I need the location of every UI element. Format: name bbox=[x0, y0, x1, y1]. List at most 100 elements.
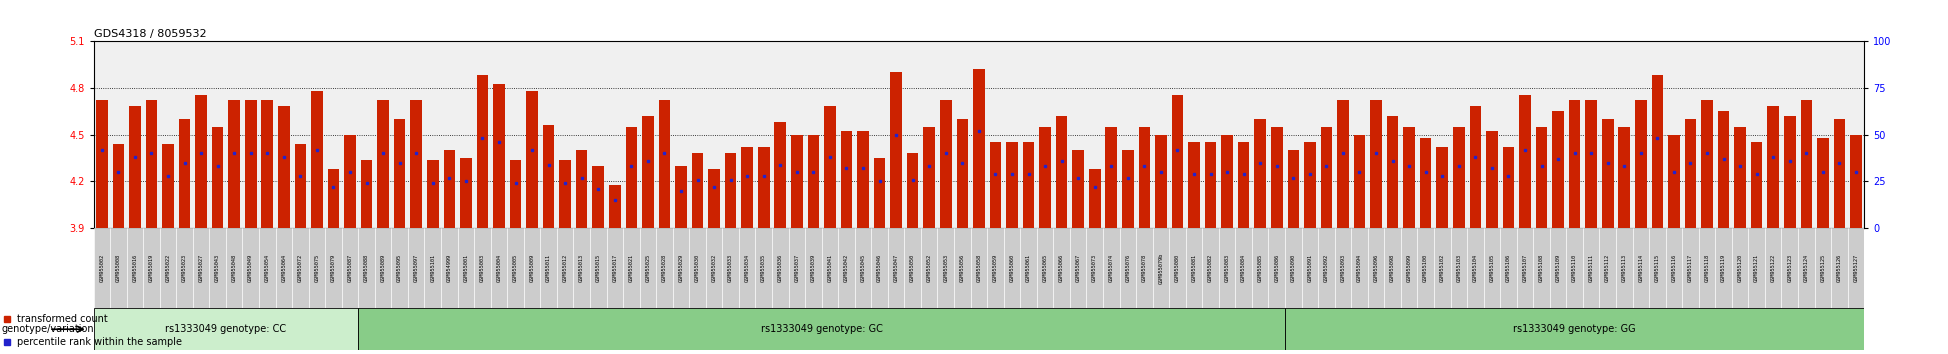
Text: GSM955083: GSM955083 bbox=[1225, 254, 1229, 282]
Text: GSM955056: GSM955056 bbox=[960, 254, 964, 282]
Bar bbox=[791, 135, 803, 228]
Text: GSM955117: GSM955117 bbox=[1689, 254, 1693, 282]
Bar bbox=[1385, 228, 1401, 308]
Bar bbox=[1699, 228, 1716, 308]
Text: GSM955115: GSM955115 bbox=[1656, 254, 1660, 282]
Text: GSM955064: GSM955064 bbox=[281, 254, 286, 282]
Text: GSM955095: GSM955095 bbox=[397, 254, 401, 282]
Bar bbox=[1718, 111, 1730, 228]
Bar bbox=[1851, 135, 1862, 228]
Bar bbox=[1486, 131, 1498, 228]
Bar bbox=[109, 228, 127, 308]
Bar bbox=[1436, 147, 1447, 228]
Bar bbox=[941, 100, 951, 228]
Text: GSM955079b: GSM955079b bbox=[1159, 252, 1163, 284]
Bar bbox=[1105, 127, 1116, 228]
Text: GSM955072: GSM955072 bbox=[298, 254, 302, 282]
Bar bbox=[1734, 127, 1745, 228]
Bar bbox=[1716, 228, 1732, 308]
Text: GSM955045: GSM955045 bbox=[861, 254, 865, 282]
Text: rs1333049 genotype: CC: rs1333049 genotype: CC bbox=[166, 324, 286, 334]
Text: GSM955103: GSM955103 bbox=[1457, 254, 1461, 282]
Bar bbox=[1749, 228, 1765, 308]
Text: GSM955066: GSM955066 bbox=[1060, 254, 1064, 282]
Bar bbox=[1451, 228, 1467, 308]
Text: GSM955013: GSM955013 bbox=[579, 254, 584, 282]
Bar bbox=[1816, 228, 1831, 308]
Text: GSM955005: GSM955005 bbox=[512, 254, 518, 282]
Bar bbox=[393, 119, 405, 228]
Bar bbox=[725, 153, 736, 228]
Text: GSM955009: GSM955009 bbox=[530, 254, 534, 282]
Bar bbox=[127, 228, 142, 308]
Bar bbox=[308, 228, 325, 308]
Bar bbox=[1599, 228, 1617, 308]
Bar bbox=[1120, 228, 1136, 308]
Bar bbox=[1784, 116, 1796, 228]
Bar bbox=[875, 158, 886, 228]
Text: GSM955073: GSM955073 bbox=[1093, 254, 1097, 282]
Text: GSM955002: GSM955002 bbox=[99, 254, 105, 282]
Bar bbox=[1401, 228, 1418, 308]
Bar bbox=[705, 228, 723, 308]
Text: GSM955107: GSM955107 bbox=[1523, 254, 1527, 282]
Text: GSM955017: GSM955017 bbox=[612, 254, 618, 282]
Bar bbox=[1007, 142, 1017, 228]
Bar bbox=[1301, 228, 1319, 308]
Bar bbox=[245, 100, 257, 228]
Bar bbox=[259, 228, 275, 308]
Bar bbox=[559, 160, 571, 228]
Bar bbox=[838, 228, 855, 308]
Text: GSM955114: GSM955114 bbox=[1638, 254, 1644, 282]
Bar bbox=[1136, 228, 1153, 308]
Bar bbox=[1056, 116, 1068, 228]
Bar bbox=[1751, 142, 1763, 228]
Bar bbox=[857, 131, 869, 228]
Bar bbox=[1533, 228, 1551, 308]
Bar bbox=[758, 147, 769, 228]
Text: GSM955065: GSM955065 bbox=[1042, 254, 1048, 282]
Bar bbox=[974, 69, 984, 228]
Bar bbox=[1021, 228, 1036, 308]
Bar bbox=[643, 116, 655, 228]
Bar bbox=[690, 228, 705, 308]
Text: GSM955021: GSM955021 bbox=[629, 254, 633, 282]
Bar bbox=[94, 308, 358, 350]
Bar bbox=[842, 131, 853, 228]
Text: GSM955023: GSM955023 bbox=[181, 254, 187, 282]
Bar bbox=[808, 135, 820, 228]
Text: GSM955012: GSM955012 bbox=[563, 254, 567, 282]
Bar bbox=[1652, 75, 1664, 228]
Text: GSM955043: GSM955043 bbox=[214, 254, 220, 282]
Text: GSM955093: GSM955093 bbox=[1340, 254, 1346, 282]
Bar bbox=[1634, 100, 1646, 228]
Text: GSM955046: GSM955046 bbox=[877, 254, 882, 282]
Text: GSM955033: GSM955033 bbox=[729, 254, 732, 282]
Text: GSM955061: GSM955061 bbox=[1027, 254, 1030, 282]
Bar bbox=[358, 308, 1286, 350]
Text: GSM955058: GSM955058 bbox=[976, 254, 982, 282]
Bar bbox=[1204, 142, 1216, 228]
Bar bbox=[193, 228, 208, 308]
Bar bbox=[1253, 228, 1268, 308]
Bar bbox=[378, 100, 390, 228]
Bar bbox=[1286, 228, 1301, 308]
Bar bbox=[1354, 135, 1366, 228]
Bar bbox=[625, 127, 637, 228]
Bar bbox=[458, 228, 473, 308]
Bar bbox=[94, 228, 109, 308]
Bar bbox=[1089, 169, 1101, 228]
Bar bbox=[1352, 228, 1367, 308]
Bar bbox=[1798, 228, 1816, 308]
Text: GSM955119: GSM955119 bbox=[1722, 254, 1726, 282]
Text: GSM955039: GSM955039 bbox=[810, 254, 816, 282]
Text: GSM955048: GSM955048 bbox=[232, 254, 236, 282]
Bar bbox=[908, 153, 918, 228]
Bar bbox=[358, 228, 374, 308]
Bar bbox=[1103, 228, 1120, 308]
Bar bbox=[1069, 228, 1087, 308]
Text: GSM955091: GSM955091 bbox=[1307, 254, 1313, 282]
Text: GSM955105: GSM955105 bbox=[1490, 254, 1494, 282]
Text: GSM955085: GSM955085 bbox=[1258, 254, 1262, 282]
Bar bbox=[1667, 135, 1679, 228]
